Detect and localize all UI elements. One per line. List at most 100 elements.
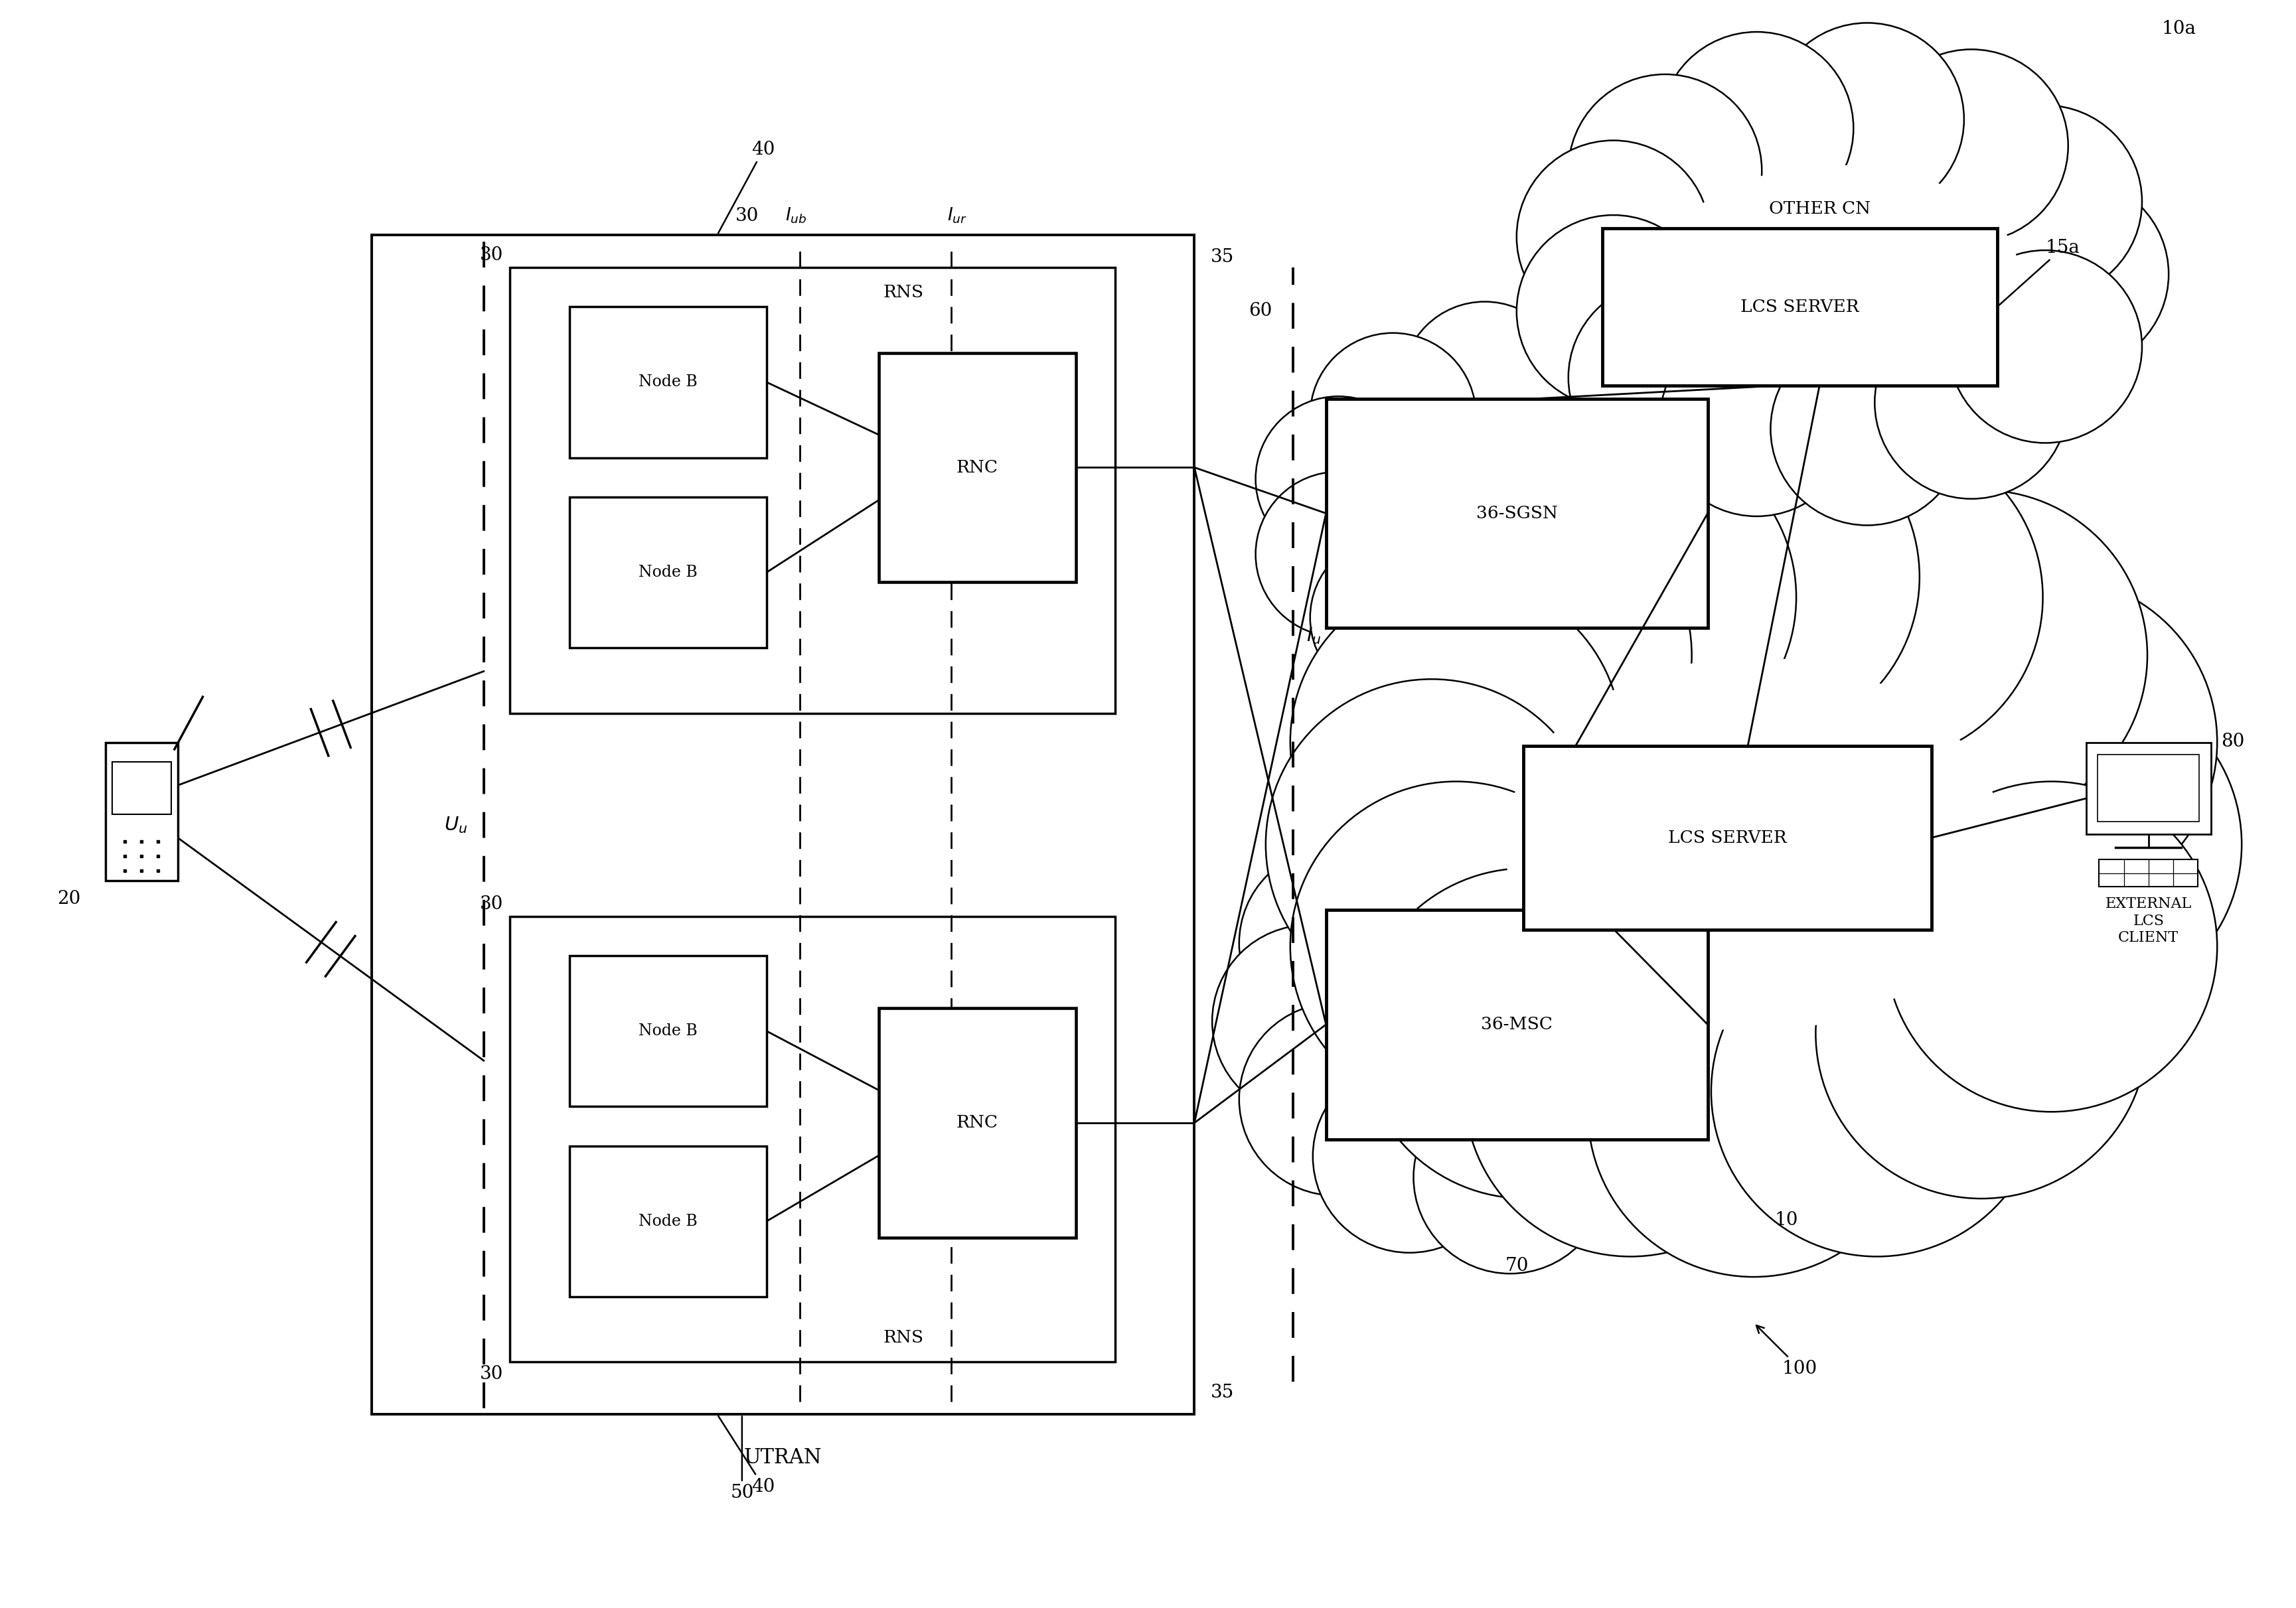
Ellipse shape <box>1504 658 2002 1031</box>
Circle shape <box>1589 412 1919 741</box>
Text: 36-MSC: 36-MSC <box>1481 1016 1552 1032</box>
Ellipse shape <box>1660 166 2018 383</box>
Circle shape <box>1711 926 2043 1256</box>
Text: 30: 30 <box>480 896 503 913</box>
Circle shape <box>1414 1081 1607 1274</box>
Circle shape <box>1589 847 1782 1040</box>
Bar <box>569 307 767 458</box>
Bar <box>879 352 1077 582</box>
Text: $I_{ur}$: $I_{ur}$ <box>948 206 967 225</box>
Circle shape <box>1770 333 1963 526</box>
Circle shape <box>1885 577 2218 907</box>
Bar <box>569 1147 767 1296</box>
Text: $I_u$: $I_u$ <box>1306 626 1320 646</box>
Circle shape <box>1518 140 1711 333</box>
Circle shape <box>1589 1003 1782 1196</box>
Text: 30: 30 <box>480 1365 503 1383</box>
Circle shape <box>1568 281 1761 474</box>
Circle shape <box>1403 566 1568 732</box>
Text: RNC: RNC <box>957 460 999 476</box>
Circle shape <box>1359 868 1692 1198</box>
Text: 40: 40 <box>719 1417 776 1495</box>
Text: 100: 100 <box>1756 1325 1818 1378</box>
Bar <box>1603 228 1998 386</box>
Circle shape <box>1290 781 1621 1111</box>
Circle shape <box>1465 433 1795 762</box>
Text: 40: 40 <box>719 140 776 233</box>
Text: OTHER CN: OTHER CN <box>1768 201 1871 217</box>
Text: Node B: Node B <box>638 375 698 389</box>
Bar <box>1327 399 1708 629</box>
Circle shape <box>1614 925 1809 1118</box>
Circle shape <box>1910 679 2241 1010</box>
Bar <box>2087 743 2211 835</box>
Text: LCS SERVER: LCS SERVER <box>1740 299 1860 315</box>
Bar <box>569 955 767 1106</box>
Circle shape <box>1240 1003 1433 1196</box>
Bar <box>1327 910 1708 1138</box>
Text: 50: 50 <box>730 1417 753 1502</box>
Circle shape <box>1212 925 1405 1118</box>
Bar <box>1525 746 1931 929</box>
Circle shape <box>1502 556 1667 720</box>
Bar <box>372 235 1194 1415</box>
Circle shape <box>1465 926 1795 1256</box>
Text: RNS: RNS <box>884 1330 923 1346</box>
Circle shape <box>1885 781 2218 1111</box>
Circle shape <box>1403 302 1568 466</box>
Circle shape <box>1256 396 1421 561</box>
Text: 35: 35 <box>1210 248 1235 265</box>
Bar <box>113 762 172 814</box>
Bar <box>879 1008 1077 1238</box>
Circle shape <box>1949 105 2142 297</box>
Circle shape <box>1568 74 1761 267</box>
Circle shape <box>1313 790 1506 982</box>
Bar <box>2099 859 2197 888</box>
Circle shape <box>1518 215 1711 408</box>
Circle shape <box>1414 769 1607 962</box>
Circle shape <box>1949 251 2142 442</box>
Circle shape <box>1311 333 1476 498</box>
Circle shape <box>1816 490 2147 820</box>
Circle shape <box>1876 306 2069 498</box>
Circle shape <box>1313 1060 1506 1253</box>
Text: 60: 60 <box>1249 302 1272 320</box>
Circle shape <box>1290 577 1621 907</box>
Circle shape <box>1240 847 1433 1040</box>
Text: RNS: RNS <box>884 285 923 301</box>
Text: 15: 15 <box>1580 931 1626 1010</box>
Circle shape <box>1660 32 1853 225</box>
Text: 70: 70 <box>1506 1257 1529 1275</box>
Text: EXTERNAL
LCS
CLIENT: EXTERNAL LCS CLIENT <box>2105 897 2193 946</box>
Bar <box>106 743 177 880</box>
Text: 36-SGSN: 36-SGSN <box>1476 505 1557 521</box>
Circle shape <box>1589 947 1919 1277</box>
Circle shape <box>1660 323 1853 516</box>
Circle shape <box>1577 507 1743 672</box>
Circle shape <box>1513 1060 1708 1253</box>
Circle shape <box>1311 535 1476 699</box>
Text: RNC: RNC <box>957 1114 999 1130</box>
Circle shape <box>1975 178 2170 370</box>
Text: LCS SERVER: LCS SERVER <box>1669 830 1786 846</box>
Text: Node B: Node B <box>638 1214 698 1229</box>
Bar <box>2099 754 2200 822</box>
Text: Node B: Node B <box>638 564 698 580</box>
Text: 80: 80 <box>2220 733 2245 751</box>
Text: 30: 30 <box>735 207 758 225</box>
Circle shape <box>1770 23 1963 215</box>
Text: 15a: 15a <box>1998 240 2080 306</box>
Circle shape <box>1607 434 1773 600</box>
Text: 20: 20 <box>57 891 80 909</box>
Circle shape <box>1816 868 2147 1198</box>
Circle shape <box>1577 362 1743 527</box>
Bar <box>510 267 1116 714</box>
Text: 10: 10 <box>1775 1211 1798 1229</box>
Bar <box>510 917 1116 1362</box>
Circle shape <box>1513 790 1708 982</box>
Bar <box>569 497 767 648</box>
Text: 30: 30 <box>480 246 503 264</box>
Text: $U_u$: $U_u$ <box>443 815 468 835</box>
Circle shape <box>1502 312 1667 478</box>
Text: Node B: Node B <box>638 1023 698 1039</box>
